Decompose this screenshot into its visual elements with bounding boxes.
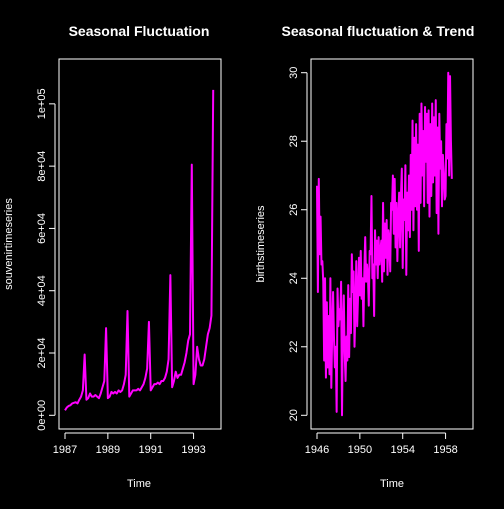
y-tick-label: 24: [288, 272, 300, 284]
y-axis: 0e+00 2e+04 4e+04 6e+04 8e+04 1e+05: [36, 88, 56, 431]
x-tick-label: 1958: [433, 444, 457, 456]
series-line: [64, 89, 215, 411]
y-tick-label: 4e+04: [36, 275, 48, 306]
chart-title: Seasonal Fluctuation: [69, 23, 210, 39]
y-axis-label: souvenirtimeseries: [3, 198, 15, 290]
y-axis: 20 22 24 26 28 30: [288, 67, 308, 421]
x-axis: 1946 1950 1954 1958: [305, 432, 458, 456]
chart-title: Seasonal fluctuation & Trend: [282, 23, 475, 39]
y-tick-label: 20: [288, 409, 300, 421]
panel-seasonal-fluctuation: Seasonal Fluctuation 1987 1989 1991 1993 0e…: [3, 23, 222, 490]
series-group: [64, 89, 215, 411]
y-tick-label: 30: [288, 67, 300, 79]
y-tick-label: 0e+00: [36, 400, 48, 431]
series-group: [316, 71, 453, 417]
plot-frame: [310, 58, 474, 430]
x-tick-label: 1954: [390, 444, 414, 456]
x-axis-label: Time: [380, 478, 404, 490]
x-tick-label: 1993: [181, 444, 205, 456]
x-tick-label: 1987: [53, 444, 77, 456]
y-tick-label: 6e+04: [36, 213, 48, 244]
y-tick-label: 8e+04: [36, 151, 48, 182]
panel-seasonal-fluctuation-trend: Seasonal fluctuation & Trend 1946 1950 195…: [255, 23, 474, 490]
x-axis-label: Time: [127, 478, 151, 490]
y-tick-label: 1e+05: [36, 88, 48, 119]
series-line: [316, 71, 453, 417]
x-axis: 1987 1989 1991 1993: [53, 432, 206, 456]
x-tick-label: 1991: [138, 444, 162, 456]
y-tick-label: 28: [288, 135, 300, 147]
x-tick-label: 1946: [305, 444, 329, 456]
y-tick-label: 22: [288, 341, 300, 353]
x-tick-label: 1989: [96, 444, 120, 456]
plot-frame: [58, 58, 222, 430]
y-tick-label: 2e+04: [36, 338, 48, 369]
y-tick-label: 26: [288, 204, 300, 216]
y-axis-label: birthstimeseries: [255, 205, 267, 283]
x-tick-label: 1950: [348, 444, 372, 456]
